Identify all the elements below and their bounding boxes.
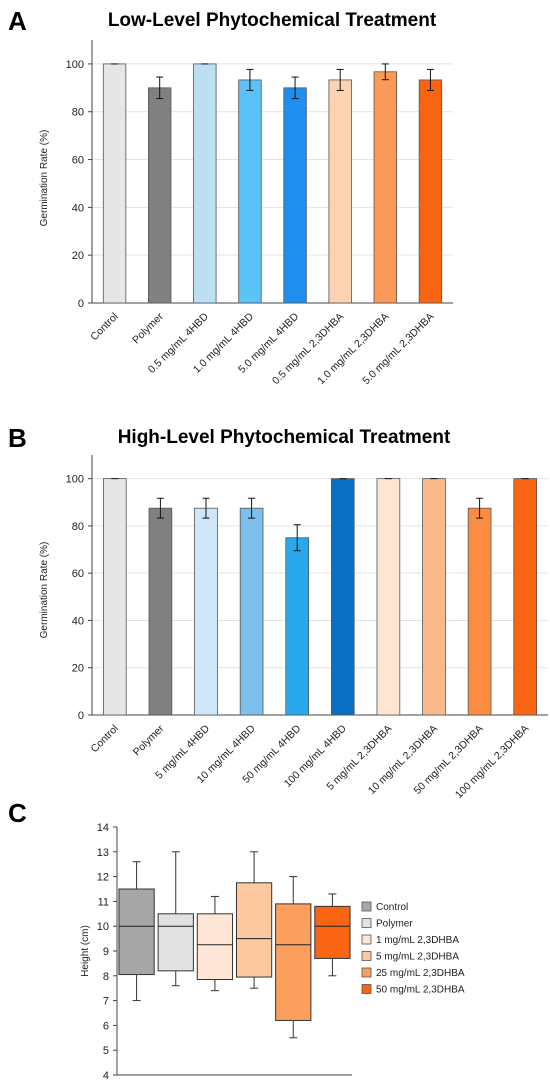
chart-a-bar xyxy=(193,63,217,304)
chart-c-box xyxy=(314,905,351,959)
chart-c-legend-swatch xyxy=(361,951,372,961)
chart-b-bar xyxy=(467,507,492,716)
chart-b-bar xyxy=(285,537,309,716)
chart-a-ytick-label: 80 xyxy=(72,107,84,119)
chart-c-box xyxy=(196,913,234,981)
chart-b-bar xyxy=(422,478,446,716)
chart-b-category-label: Polymer xyxy=(131,722,167,758)
chart-c-ylabel: Height (cm) xyxy=(80,925,91,977)
chart-a-category-label: Control xyxy=(88,311,120,343)
chart-b-ytick-label: 100 xyxy=(66,474,84,486)
chart-c-ytick-label: 7 xyxy=(103,996,109,1008)
chart-b-title: High-Level Phytochemical Treatment xyxy=(118,427,451,448)
chart-a-ytick-label: 60 xyxy=(72,155,84,167)
chart-a-category-label: Polymer xyxy=(130,310,166,346)
chart-c-plot: 4 5 6 7 8 9 10 11 12 13 14 Control Polymer 1 mg/mL 2,… xyxy=(97,822,465,1082)
chart-c-ytick-label: 8 xyxy=(103,971,109,983)
chart-c-ytick-label: 14 xyxy=(97,822,109,834)
chart-c-ytick-label: 11 xyxy=(98,896,109,908)
chart-a-ylabel: Germination Rate (%) xyxy=(39,130,50,227)
chart-c-legend-label: 50 mg/mL 2,3DHBA xyxy=(376,985,465,996)
chart-a-bar xyxy=(102,63,127,304)
chart-a-title: Low-Level Phytochemical Treatment xyxy=(108,10,437,31)
chart-c-legend-swatch xyxy=(361,984,372,994)
chart-c-legend-label: 1 mg/mL 2,3DHBA xyxy=(376,935,459,946)
chart-b-bar xyxy=(376,478,401,716)
chart-a-bar xyxy=(373,71,397,304)
chart-c-box xyxy=(118,888,155,976)
chart-a-ytick-label: 20 xyxy=(72,250,84,262)
chart-c-box xyxy=(235,882,273,978)
chart-b-bar xyxy=(194,507,218,716)
chart-c-ytick-label: 4 xyxy=(103,1070,109,1082)
chart-c-ytick-label: 10 xyxy=(97,921,109,933)
chart-a-bar xyxy=(418,79,443,304)
chart-c-legend-swatch xyxy=(361,967,372,978)
chart-c-legend-swatch xyxy=(361,918,372,928)
chart-c-ytick-label: 13 xyxy=(97,847,109,859)
chart-a-bar xyxy=(238,79,262,304)
chart-b-ytick-label: 40 xyxy=(72,615,84,627)
chart-b-bar xyxy=(239,507,264,716)
chart-c-box xyxy=(157,913,194,972)
chart-b-bar xyxy=(103,478,127,716)
chart-c-ytick-label: 6 xyxy=(103,1020,109,1032)
chart-c-box xyxy=(275,903,312,1021)
panel-letter-b: B xyxy=(8,423,27,453)
chart-c-legend-label: Polymer xyxy=(376,919,413,930)
chart-b-ytick-label: 60 xyxy=(72,568,84,580)
panel-letter-c: C xyxy=(8,798,27,828)
chart-b-category-label: Control xyxy=(88,723,120,755)
chart-c-ytick-label: 9 xyxy=(103,946,109,958)
chart-b-ytick-label: 0 xyxy=(78,710,84,722)
chart-a-bar xyxy=(328,79,352,304)
chart-c-legend-swatch xyxy=(361,934,372,945)
chart-b-bar xyxy=(148,507,173,716)
chart-b-bar xyxy=(513,478,537,716)
chart-b-bar xyxy=(330,478,355,716)
chart-c-legend-label: Control xyxy=(376,902,408,913)
chart-a-ytick-label: 40 xyxy=(72,202,84,214)
chart-c-ytick-label: 12 xyxy=(97,872,109,884)
chart-a-bar xyxy=(283,87,307,304)
panel-letter-a: A xyxy=(8,6,27,36)
chart-b-ytick-label: 20 xyxy=(72,663,84,675)
chart-c-legend-label: 25 mg/mL 2,3DHBA xyxy=(376,968,465,979)
chart-c-ytick-label: 5 xyxy=(103,1045,109,1057)
chart-c-legend-label: 5 mg/mL 2,3DHBA xyxy=(376,952,459,963)
chart-b-ylabel: Germination Rate (%) xyxy=(39,542,50,639)
chart-a-bar xyxy=(148,87,172,304)
chart-c-legend-swatch xyxy=(361,901,372,912)
chart-b-ytick-label: 80 xyxy=(72,521,84,533)
chart-a-ytick-label: 0 xyxy=(78,298,84,310)
chart-a-ytick-label: 100 xyxy=(66,59,84,71)
